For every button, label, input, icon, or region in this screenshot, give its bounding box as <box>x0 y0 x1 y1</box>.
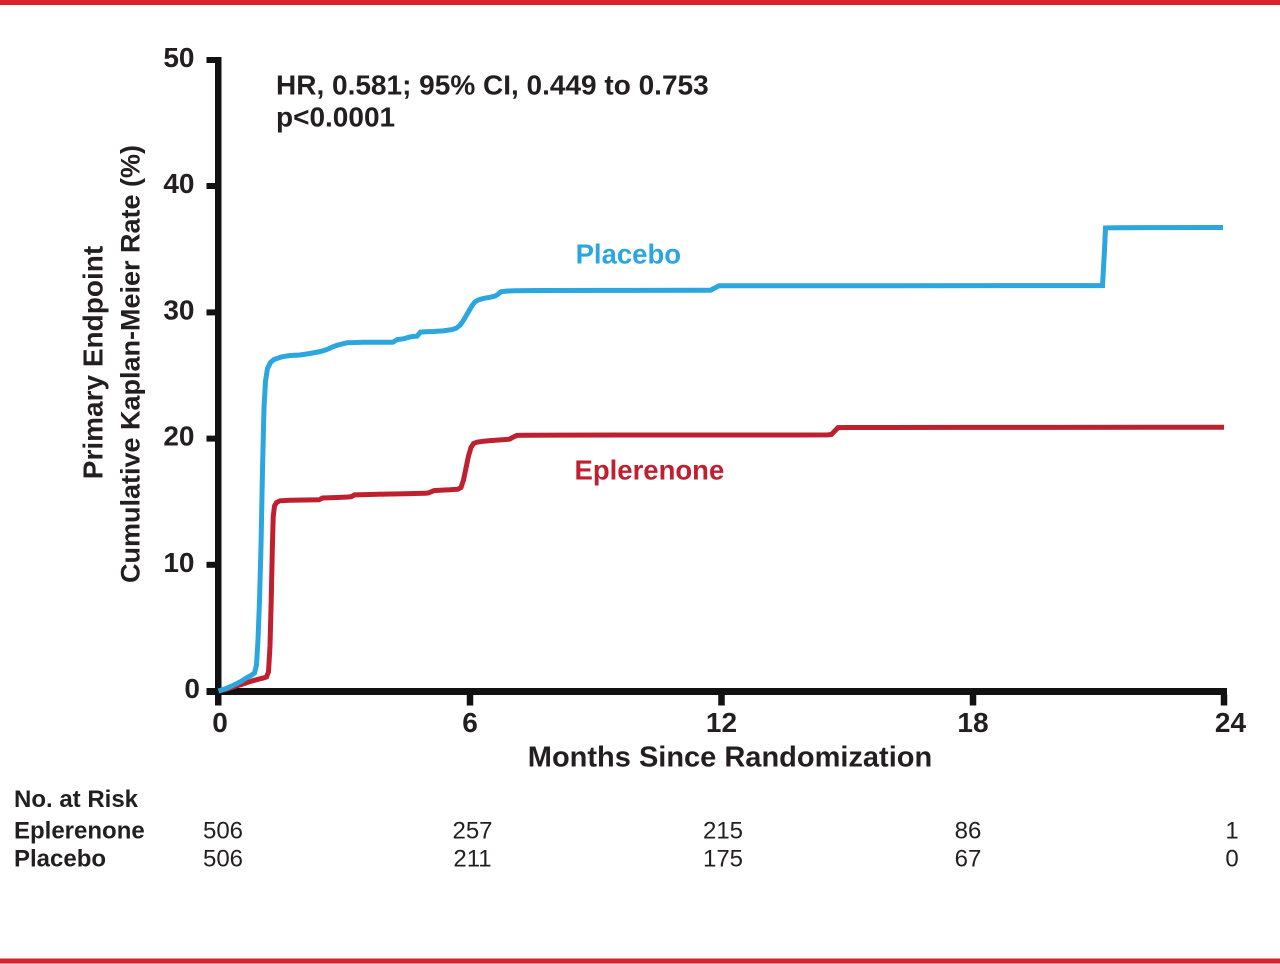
svg-text:Cumulative Kaplan-Meier Rate (: Cumulative Kaplan-Meier Rate (%) <box>116 145 146 583</box>
svg-text:0: 0 <box>212 707 228 738</box>
svg-text:HR, 0.581; 95% CI, 0.449 to 0.: HR, 0.581; 95% CI, 0.449 to 0.753 <box>276 70 709 101</box>
svg-text:Eplerenone: Eplerenone <box>14 818 145 845</box>
svg-text:Primary Endpoint: Primary Endpoint <box>77 246 108 479</box>
svg-text:211: 211 <box>453 846 491 873</box>
svg-text:86: 86 <box>955 818 982 845</box>
svg-text:1: 1 <box>1225 818 1238 845</box>
svg-text:257: 257 <box>452 818 492 845</box>
svg-text:175: 175 <box>703 846 743 873</box>
svg-text:No. at Risk: No. at Risk <box>14 786 139 813</box>
svg-text:Placebo: Placebo <box>14 846 106 873</box>
svg-text:10: 10 <box>163 547 194 578</box>
svg-text:Eplerenone: Eplerenone <box>575 455 725 486</box>
svg-text:p<0.0001: p<0.0001 <box>276 102 395 133</box>
svg-text:215: 215 <box>703 818 743 845</box>
svg-text:6: 6 <box>462 707 478 738</box>
svg-text:40: 40 <box>163 168 194 199</box>
svg-text:18: 18 <box>957 707 988 738</box>
svg-text:12: 12 <box>706 707 737 738</box>
svg-text:0: 0 <box>1225 846 1238 873</box>
svg-text:50: 50 <box>163 42 194 73</box>
svg-text:506: 506 <box>203 846 243 873</box>
svg-text:506: 506 <box>203 818 243 845</box>
svg-text:30: 30 <box>163 295 194 326</box>
svg-text:Placebo: Placebo <box>576 239 681 270</box>
svg-text:Months Since Randomization: Months Since Randomization <box>528 742 932 774</box>
svg-text:0: 0 <box>184 673 200 704</box>
svg-text:20: 20 <box>163 421 194 452</box>
svg-text:67: 67 <box>955 846 982 873</box>
svg-text:24: 24 <box>1215 707 1247 738</box>
